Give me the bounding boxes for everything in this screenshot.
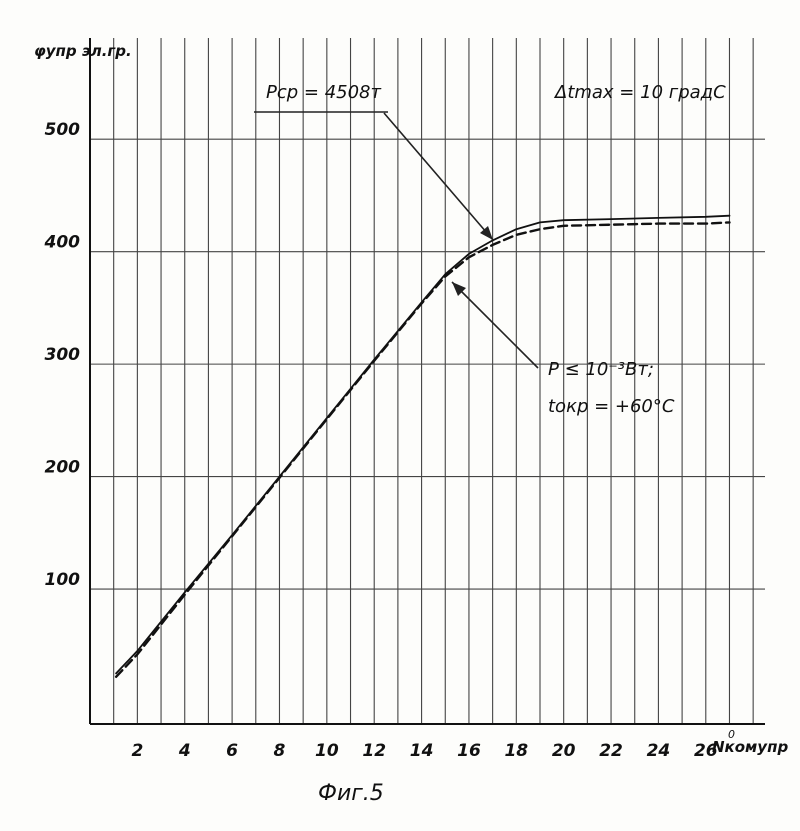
y-tick-label: 200 xyxy=(45,458,81,478)
y-tick-label: 400 xyxy=(44,233,81,253)
tick-labels: 2468101214161820222426100200300400500 xyxy=(44,120,718,761)
x-tick-label: 18 xyxy=(504,741,528,761)
y-tick-label: 300 xyxy=(45,345,81,365)
x-tick-label: 22 xyxy=(599,741,623,761)
annotation-p-low-arrow xyxy=(452,282,538,368)
annotation-dt-max: Δtmax = 10 градС xyxy=(553,82,726,103)
grid xyxy=(90,38,765,724)
x-tick-label: 12 xyxy=(362,741,386,761)
axes xyxy=(90,38,765,724)
annotation-p-avg: Pср = 4508т xyxy=(266,82,382,103)
annotation-p-low: P ≤ 10⁻³Вт; xyxy=(548,359,654,380)
x-tick-label: 20 xyxy=(552,741,576,761)
annotation-t-amb: tокр = +60°C xyxy=(548,396,675,417)
y-axis-label: φупр эл.гр. xyxy=(34,42,132,60)
x-axis-label-superscript: 0 xyxy=(728,728,735,741)
x-tick-label: 2 xyxy=(131,741,143,761)
figure-caption: Фиг.5 xyxy=(318,781,384,806)
y-tick-label: 100 xyxy=(45,570,81,590)
x-axis-label: Nкомупр xyxy=(712,738,788,756)
x-tick-label: 16 xyxy=(457,741,481,761)
x-tick-label: 24 xyxy=(647,741,671,761)
y-tick-label: 500 xyxy=(45,120,81,140)
x-tick-label: 10 xyxy=(315,741,339,761)
x-tick-label: 8 xyxy=(274,741,286,761)
x-tick-label: 4 xyxy=(178,741,191,761)
x-tick-label: 14 xyxy=(410,741,434,761)
x-tick-label: 6 xyxy=(226,741,238,761)
annotation-p-avg-arrow xyxy=(384,113,493,240)
